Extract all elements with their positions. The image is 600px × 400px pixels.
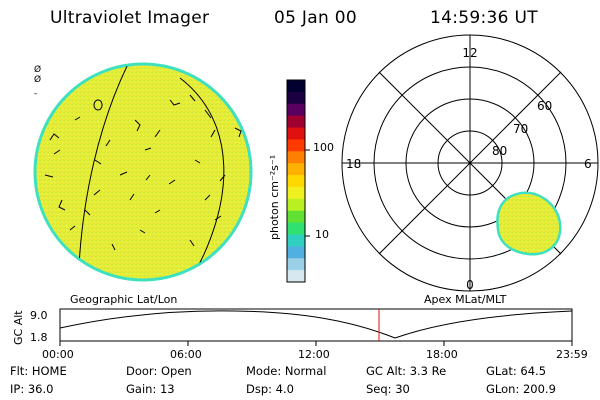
time-label: 14:59:36 UT: [430, 8, 538, 28]
polar-plot: [341, 34, 599, 292]
colorbar-unit-label: photon cm⁻²s⁻¹: [268, 155, 281, 240]
colorbar-label-10: 10: [315, 228, 329, 241]
status-flight: Flt: HOME: [10, 364, 67, 378]
mlt-label-bottom: 0: [466, 278, 474, 292]
status-gain: Gain: 13: [126, 382, 175, 396]
colorbar-band: [287, 246, 305, 259]
altitude-frame: [59, 308, 573, 342]
polar-image-blob: [496, 191, 562, 256]
colorbar-band: [287, 151, 305, 164]
status-sequence: Seq: 30: [366, 382, 410, 396]
colorbar-band: [287, 163, 305, 176]
side-mark-1: Ø: [34, 64, 41, 75]
side-mark-2: Ø: [34, 74, 41, 85]
colorbar-band: [287, 91, 305, 105]
x-tick-label-1: 06:00: [170, 348, 202, 361]
colorbar-band: [287, 175, 305, 188]
instrument-title: Ultraviolet Imager: [50, 8, 210, 28]
colorbar-band: [287, 186, 305, 200]
geographic-image: [33, 62, 253, 282]
status-mode: Mode: Normal: [246, 364, 327, 378]
altitude-y-max: 9.0: [30, 309, 48, 322]
status-door: Door: Open: [126, 364, 192, 378]
lat-label-60: 60: [537, 99, 552, 113]
status-glon: GLon: 200.9: [486, 382, 556, 396]
polar-panel-label: Apex MLat/MLT: [424, 293, 507, 306]
colorbar-band: [287, 222, 305, 235]
colorbar-band: [287, 127, 305, 140]
lat-label-70: 70: [513, 122, 528, 136]
polar-diagonal-2: [378, 71, 562, 255]
altitude-axis-label: GC Alt: [12, 310, 25, 345]
status-glat: GLat: 64.5: [486, 364, 547, 378]
altitude-curve: [59, 310, 573, 339]
colorbar-band: [287, 80, 305, 93]
colorbar-band: [287, 198, 305, 212]
date-label: 05 Jan 00: [274, 8, 357, 28]
meridian-line-2: [179, 77, 225, 279]
colorbar: [287, 80, 305, 283]
geo-panel-label: Geographic Lat/Lon: [70, 293, 177, 306]
colorbar-band: [287, 139, 305, 152]
status-ip: IP: 36.0: [10, 382, 54, 396]
side-mark-3: -: [34, 89, 37, 99]
colorbar-band: [287, 270, 305, 283]
colorbar-frame: [286, 79, 306, 283]
status-dsp: Dsp: 4.0: [246, 382, 294, 396]
colorbar-band: [287, 210, 305, 224]
status-gc-altitude: GC Alt: 3.3 Re: [366, 364, 447, 378]
x-tick-label-3: 18:00: [426, 348, 458, 361]
x-tick-label-4: 23:59: [556, 348, 588, 361]
x-tick-label-2: 12:00: [298, 348, 330, 361]
colorbar-band: [287, 234, 305, 247]
colorbar-band: [287, 115, 305, 129]
mlt-label-top: 12: [462, 46, 477, 60]
altitude-y-min: 1.8: [30, 331, 48, 344]
colorbar-band: [287, 103, 305, 117]
mlt-label-left: 18: [346, 157, 361, 171]
x-tick-label-0: 00:00: [42, 348, 74, 361]
lat-label-80: 80: [492, 144, 507, 158]
colorbar-label-100: 100: [313, 141, 334, 154]
colorbar-band: [287, 258, 305, 271]
mlt-label-right: 6: [584, 157, 592, 171]
meridian-line-1: [77, 65, 131, 279]
altitude-timeline: [59, 308, 573, 346]
